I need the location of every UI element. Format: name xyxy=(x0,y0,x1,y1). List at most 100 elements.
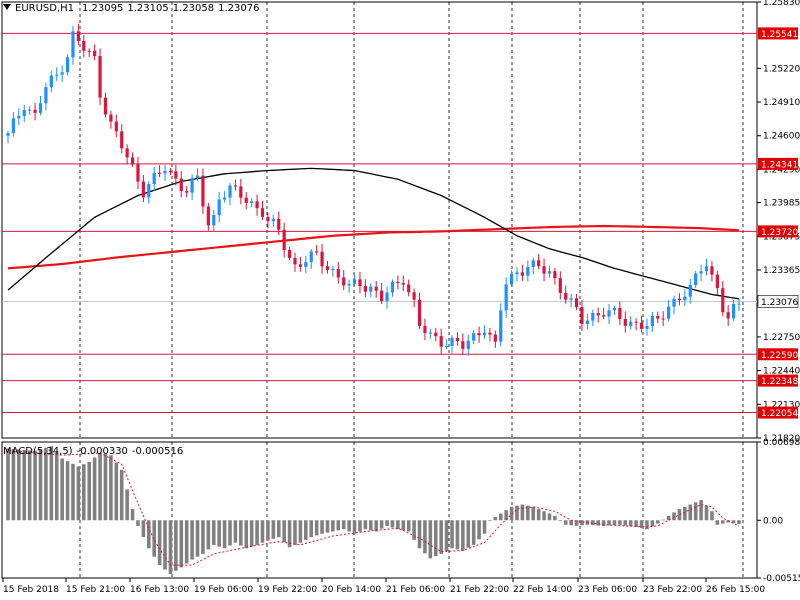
macd-bar xyxy=(276,520,281,538)
macd-bar xyxy=(233,520,238,543)
candle-body xyxy=(304,262,308,267)
candle-body xyxy=(185,191,189,193)
candle-body xyxy=(607,310,611,317)
candle-body xyxy=(315,251,319,253)
macd-bar xyxy=(287,520,292,548)
price-tick-label: 1.22440 xyxy=(763,367,800,377)
macd-bar xyxy=(325,520,330,533)
candle-body xyxy=(17,115,21,119)
macd-bar xyxy=(720,520,725,524)
candle-body xyxy=(602,315,606,317)
macd-bar xyxy=(666,515,671,521)
candle-body xyxy=(239,186,243,198)
candle-body xyxy=(385,292,389,302)
macd-bar xyxy=(650,520,655,527)
macd-bar xyxy=(54,452,59,521)
macd-bar xyxy=(634,520,638,527)
macd-bar xyxy=(6,448,10,521)
macd-bar xyxy=(515,505,519,521)
macd-bar xyxy=(699,500,703,521)
macd-bar xyxy=(71,463,75,521)
macd-bar xyxy=(11,448,16,521)
high-value: 1.23105 xyxy=(127,3,169,14)
macd-bar xyxy=(553,515,557,521)
level-tag-label: 1.25541 xyxy=(761,30,798,40)
macd-bar xyxy=(82,464,86,521)
candle-body xyxy=(363,286,367,292)
candle-body xyxy=(168,170,173,172)
price-tick-label: 1.23985 xyxy=(763,199,800,209)
macd-bar xyxy=(17,449,21,521)
macd-bar xyxy=(363,520,368,530)
macd-bar xyxy=(396,520,400,530)
candle-body xyxy=(217,199,221,216)
candle-body xyxy=(195,175,200,179)
macd-bar xyxy=(174,520,178,571)
macd-bar xyxy=(417,520,422,549)
candle-body xyxy=(423,325,427,334)
candle-body xyxy=(103,97,108,115)
time-tick-label: 15 Feb 21:00 xyxy=(66,585,125,595)
macd-bar xyxy=(439,520,443,554)
macd-bar xyxy=(726,520,730,523)
dropdown-triangle-icon[interactable] xyxy=(3,4,11,10)
candle-body xyxy=(667,306,671,319)
price-tick-label: 1.25220 xyxy=(763,64,800,74)
macd-bar xyxy=(27,450,32,521)
macd-bar xyxy=(341,520,346,530)
macd-bar xyxy=(488,520,492,521)
close-value: 1.23076 xyxy=(218,3,260,14)
macd-bar xyxy=(201,520,205,554)
candle-body xyxy=(661,318,665,320)
candle-body xyxy=(623,318,627,326)
macd-bar xyxy=(228,520,232,546)
candle-body xyxy=(731,303,736,319)
candle-body xyxy=(591,312,595,321)
candle-body xyxy=(212,215,216,226)
candle-body xyxy=(488,332,492,335)
macd-bar xyxy=(406,520,411,532)
candle-body xyxy=(672,298,676,307)
candle-body xyxy=(737,303,741,305)
candle-body xyxy=(412,292,416,300)
candle-body xyxy=(44,87,48,104)
time-tick-label: 16 Feb 13:00 xyxy=(130,585,189,595)
macd-value-1: -0.000330 xyxy=(76,446,128,457)
macd-bar xyxy=(320,520,324,534)
macd-bar xyxy=(639,520,644,529)
candle-body xyxy=(726,312,730,319)
macd-bar xyxy=(531,506,536,521)
macd-bar xyxy=(304,520,308,540)
macd-bar xyxy=(98,452,102,521)
candle-body xyxy=(580,307,584,324)
candle-body xyxy=(201,175,205,207)
macd-bar xyxy=(715,520,720,525)
candle-body xyxy=(564,292,568,300)
macd-bar xyxy=(504,510,508,521)
price-panel-frame xyxy=(1,1,758,439)
candle-body xyxy=(466,340,470,349)
level-tag xyxy=(758,157,798,170)
level-tag-label: 1.22590 xyxy=(761,351,798,361)
candle-body xyxy=(407,284,411,293)
candle-body xyxy=(60,72,64,75)
macd-bar xyxy=(157,520,162,566)
candle-body xyxy=(699,271,703,274)
candle-body xyxy=(434,332,438,337)
candle-body xyxy=(120,131,124,149)
macd-bar xyxy=(347,520,351,532)
macd-bar xyxy=(103,454,108,521)
macd-bar xyxy=(477,520,481,540)
macd-bar xyxy=(710,511,714,521)
macd-bar xyxy=(731,520,736,524)
macd-bar xyxy=(645,520,649,530)
macd-bar xyxy=(461,520,465,551)
macd-bar xyxy=(482,520,487,534)
time-tick-label: 20 Feb 14:00 xyxy=(322,585,381,595)
candle-body xyxy=(76,31,80,42)
macd-bar xyxy=(547,513,552,521)
macd-tick-label: 0.006983 xyxy=(763,438,800,448)
candle-body xyxy=(98,56,102,98)
